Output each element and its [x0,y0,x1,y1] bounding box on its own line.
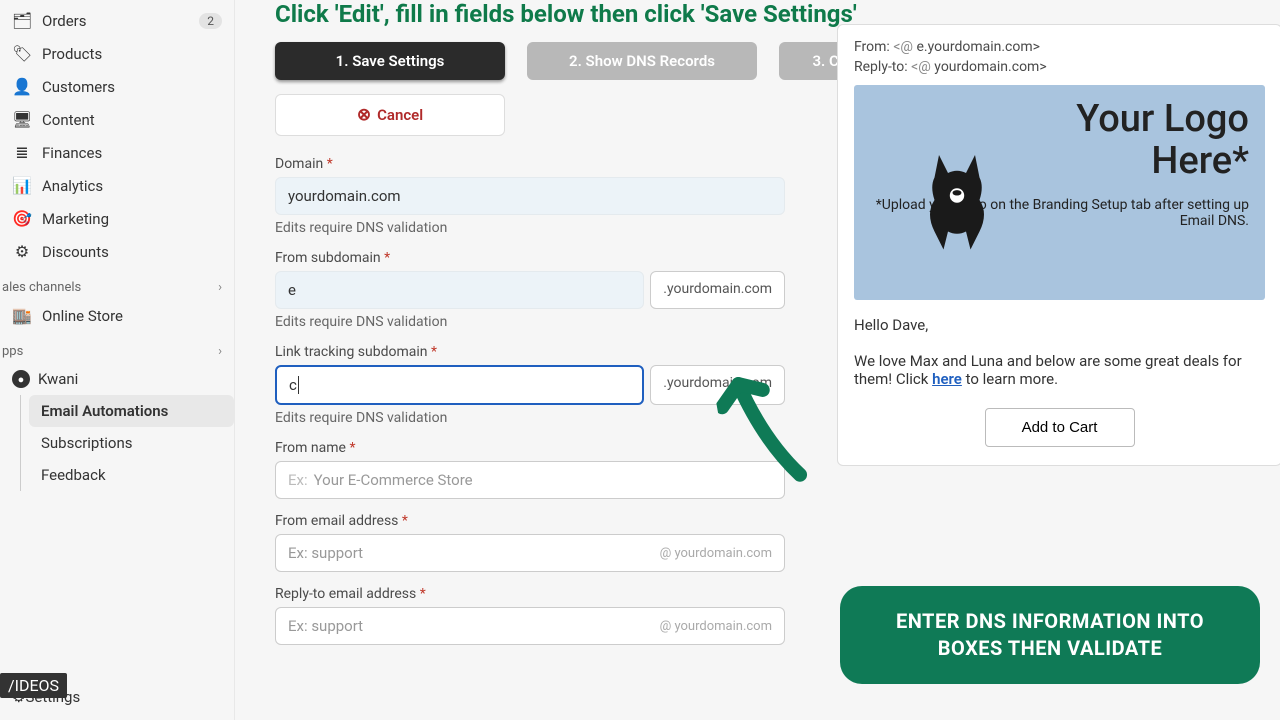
from-name-label: From name * [275,440,785,456]
link-subdomain-label: Link tracking subdomain * [275,344,785,360]
step-save-settings[interactable]: 1. Save Settings [275,42,505,80]
sub-feedback[interactable]: Feedback [29,459,234,491]
nav-online-store[interactable]: 🏬Online Store [0,299,234,332]
link-subdomain-input[interactable]: c [275,365,644,405]
videos-watermark: /IDEOS [0,673,67,698]
preview-logo-line1: Your Logo [870,99,1249,141]
preview-from: From: <@ e.yourdomain.com> [854,39,1265,55]
add-to-cart-button[interactable]: Add to Cart [985,408,1135,447]
chevron-right-icon: › [218,344,222,359]
from-subdomain-hint: Edits require DNS validation [275,314,785,330]
preview-logo-box: Your Logo Here* *Upload your logo on the… [854,85,1265,300]
preview-hello: Hello Dave, [854,316,1265,334]
gear-icon: ⚙ [12,242,32,261]
sub-email-automations[interactable]: Email Automations [29,395,234,427]
orders-icon: 🗂 [12,11,32,30]
chevron-right-icon: › [218,280,222,295]
section-sales-channels[interactable]: ales channels› [0,268,234,299]
link-subdomain-hint: Edits require DNS validation [275,410,785,426]
preview-body: We love Max and Luna and below are some … [854,352,1265,388]
from-email-label: From email address * [275,513,785,529]
from-subdomain-label: From subdomain * [275,250,785,266]
email-preview-panel: From: <@ e.yourdomain.com> Reply-to: <@ … [837,24,1280,466]
domain-label: Domain * [275,156,785,172]
nav-discounts[interactable]: ⚙Discounts [0,235,234,268]
from-email-input[interactable]: Ex: support@ yourdomain.com [275,534,785,572]
section-apps[interactable]: pps› [0,332,234,363]
instruction-callout: ENTER DNS INFORMATION INTO BOXES THEN VA… [840,586,1260,684]
sidebar: 🗂Orders2 🏷Products 👤Customers 🖥Content ≣… [0,0,235,720]
preview-reply-to: Reply-to: <@ yourdomain.com> [854,59,1265,75]
reply-email-input[interactable]: Ex: support@ yourdomain.com [275,607,785,645]
from-subdomain-input[interactable]: e [275,271,644,309]
step-show-dns[interactable]: 2. Show DNS Records [527,42,757,80]
nav-products[interactable]: 🏷Products [0,37,234,70]
main-content: Click 'Edit', fill in fields below then … [235,0,1280,720]
reply-email-suffix: @ yourdomain.com [660,619,772,634]
target-icon: 🎯 [12,209,32,228]
from-name-input[interactable]: Ex:Your E-Commerce Store [275,461,785,499]
app-dot-icon: ● [12,370,30,388]
nav-finances[interactable]: ≣Finances [0,136,234,169]
nav-analytics[interactable]: 📊Analytics [0,169,234,202]
store-icon: 🏬 [12,306,32,325]
sub-subscriptions[interactable]: Subscriptions [29,427,234,459]
from-email-suffix: @ yourdomain.com [660,546,772,561]
preview-here-link[interactable]: here [932,370,962,388]
cancel-button[interactable]: ⊗Cancel [275,94,505,136]
domain-input[interactable]: yourdomain.com [275,177,785,215]
monitor-icon: 🖥 [12,110,32,129]
list-icon: ≣ [12,143,32,162]
nav-marketing[interactable]: 🎯Marketing [0,202,234,235]
domain-hint: Edits require DNS validation [275,220,785,236]
reply-email-label: Reply-to email address * [275,586,785,602]
nav-orders[interactable]: 🗂Orders2 [0,4,234,37]
chart-icon: 📊 [12,176,32,195]
user-icon: 👤 [12,77,32,96]
nav-content[interactable]: 🖥Content [0,103,234,136]
from-subdomain-suffix: .yourdomain.com [650,271,785,309]
tag-icon: 🏷 [12,44,32,63]
cat-icon [912,145,1002,255]
orders-badge: 2 [199,13,222,29]
close-icon: ⊗ [357,105,371,125]
app-kwani[interactable]: ●Kwani [0,363,234,395]
nav-customers[interactable]: 👤Customers [0,70,234,103]
